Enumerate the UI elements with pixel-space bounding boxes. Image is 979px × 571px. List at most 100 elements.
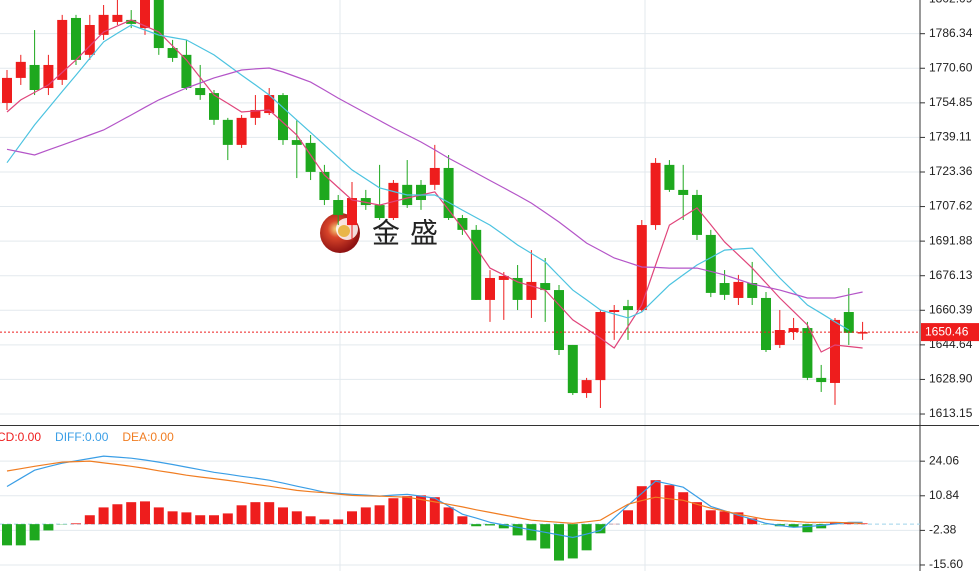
candle-body [554,290,564,351]
macd-bar [788,524,799,528]
macd-bar [305,516,316,525]
y-tick-label: 1786.34 [929,26,973,40]
candle-body [167,48,178,58]
macd-bar [181,512,192,525]
watermark: 金盛 [320,213,448,253]
y-tick-label: -2.38 [929,523,957,537]
candle-body [457,218,468,230]
macd-bar [15,524,26,546]
candle-body [222,119,233,145]
macd-bar [802,524,813,533]
y-tick-label: 1723.36 [929,164,973,178]
candle-body [429,167,440,185]
candle-body [733,281,744,298]
macd-bar [278,507,288,525]
watermark-text: 金盛 [372,217,448,248]
macd-bar [526,524,537,541]
candle-body [264,95,275,114]
logo-core [338,225,350,237]
macd-bar [733,512,744,525]
y-tick-label: 1691.88 [929,233,973,247]
candle-body [705,234,716,293]
macd-bar [347,511,357,525]
candle-body [540,283,551,291]
y-tick-label: 1707.62 [929,199,973,213]
macd-bar [636,486,647,525]
macd-bar [554,524,564,561]
macd-bar [2,524,12,546]
macd-bar [471,524,482,527]
candle-body [830,319,840,383]
macd-line [6,455,863,539]
macd-bar [236,505,247,525]
macd-bar [84,515,95,525]
macd-bar [319,519,330,525]
candle-body [181,54,192,89]
macd-bar [374,505,385,525]
macd-bar [222,513,233,525]
candle-body [209,93,219,120]
candle-body [305,142,316,172]
candle-body [388,182,399,219]
y-tick-label: 1739.11 [929,130,972,144]
ma-line [6,24,850,331]
candle-body [567,344,578,394]
macd-bar [692,502,702,525]
macd-bar [291,511,302,525]
ma-line [6,19,863,353]
candle-body [29,64,40,90]
candle-body [581,380,592,394]
candle-body [153,0,164,49]
macd-bar [485,524,495,526]
candle-body [595,312,606,381]
candle-body [747,283,758,298]
macd-bar [816,524,827,529]
candle-body [788,328,799,332]
candle-body [485,277,495,300]
y-tick-label: 1802.09 [929,0,973,5]
legend-label: DEA:0.00 [122,430,174,444]
candle-body [678,189,689,195]
candle-body [843,312,854,333]
candle-body [43,64,54,89]
candle-body [140,0,150,29]
candle-body [761,297,771,351]
macd-bar [43,524,54,531]
candle-body [802,328,813,378]
candle-body [816,377,827,383]
candle-body [2,77,12,103]
candle-body [291,140,302,145]
candle-body [774,330,785,345]
macd-bar [98,507,109,525]
candle-body [112,14,123,22]
candle-body [278,95,288,141]
candle-body [250,109,261,118]
macd-bar [540,524,551,549]
y-tick-label: 1754.85 [929,95,973,109]
candle-body [664,164,675,190]
candle-body [692,194,702,235]
candle-body [416,184,426,201]
macd-bar [595,524,606,534]
y-tick-label: 10.84 [929,488,959,502]
y-tick-label: 1770.60 [929,60,973,74]
macd-bar [416,495,426,525]
candle-body [471,229,482,300]
candle-body [443,167,454,219]
macd-bar [209,515,219,525]
macd-line [6,460,863,525]
macd-bar [429,497,440,525]
macd-bar [623,510,633,525]
macd-bar [264,502,275,525]
macd-bar [333,519,344,525]
macd-bar [167,511,178,525]
macd-bar [498,524,509,529]
macd-bar [664,485,675,525]
macd-bar [457,516,468,525]
candle-body [126,19,137,24]
y-tick-label: 24.06 [929,453,959,467]
candle-body [857,332,868,334]
candle-body [333,200,344,215]
y-tick-label: 1613.15 [929,406,973,420]
macd-bar [830,522,840,525]
